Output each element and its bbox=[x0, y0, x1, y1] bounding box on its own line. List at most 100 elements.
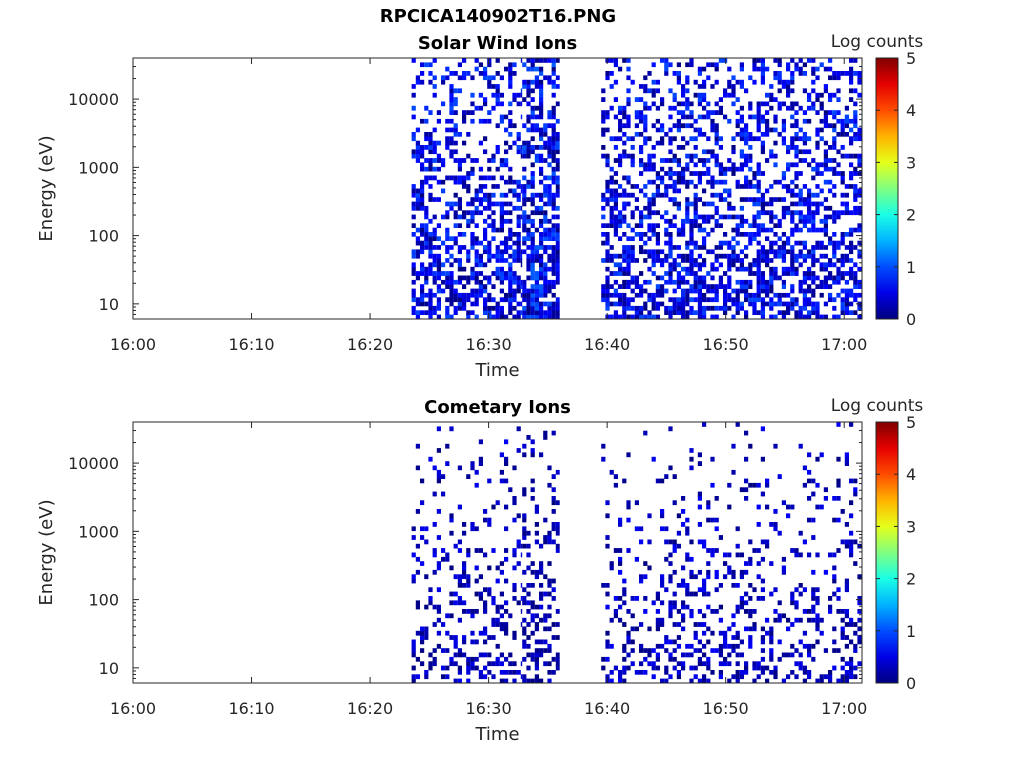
spectrogram-cell bbox=[420, 310, 425, 315]
spectrogram-cell bbox=[681, 626, 686, 632]
spectrogram-cell bbox=[516, 132, 521, 137]
spectrogram-cell bbox=[668, 552, 673, 558]
spectrogram-cell bbox=[702, 114, 707, 120]
spectrogram-cell bbox=[530, 262, 535, 268]
spectrogram-cell bbox=[718, 245, 723, 250]
spectrogram-cell bbox=[508, 145, 513, 150]
spectrogram-cell bbox=[718, 110, 723, 115]
spectrogram-cell bbox=[710, 118, 715, 124]
spectrogram-cell bbox=[478, 591, 483, 597]
spectrogram-cell bbox=[697, 262, 702, 268]
spectrogram-cell bbox=[819, 284, 824, 289]
spectrogram-cell bbox=[676, 188, 681, 194]
spectrogram-cell bbox=[547, 643, 552, 649]
spectrogram-cell bbox=[547, 284, 552, 289]
spectrogram-cell bbox=[504, 127, 509, 133]
spectrogram-cell bbox=[491, 661, 496, 667]
spectrogram-cell bbox=[689, 240, 694, 246]
spectrogram-cell bbox=[415, 275, 420, 281]
spectrogram-cell bbox=[798, 530, 803, 536]
spectrogram-cell bbox=[530, 66, 535, 72]
spectrogram-cell bbox=[441, 665, 446, 671]
spectrogram-cell bbox=[432, 292, 437, 298]
spectrogram-cell bbox=[601, 656, 606, 662]
spectrogram-cell bbox=[530, 171, 535, 176]
spectrogram-cell bbox=[823, 227, 828, 233]
spectrogram-cell bbox=[639, 648, 644, 653]
spectrogram-cell bbox=[441, 75, 446, 81]
spectrogram-cell bbox=[630, 145, 635, 150]
spectrogram-cell bbox=[622, 591, 627, 597]
spectrogram-cell bbox=[512, 192, 517, 198]
spectrogram-cell bbox=[483, 674, 488, 680]
spectrogram-cell bbox=[739, 218, 744, 224]
spectrogram-cell bbox=[706, 561, 711, 566]
spectrogram-cell bbox=[836, 456, 841, 462]
spectrogram-cell bbox=[647, 197, 652, 202]
spectrogram-cell bbox=[512, 249, 517, 255]
spectrogram-cell bbox=[685, 218, 690, 224]
spectrogram-cell bbox=[643, 314, 648, 319]
spectrogram-cell bbox=[748, 284, 753, 289]
spectrogram-cell bbox=[551, 635, 556, 640]
spectrogram-cell bbox=[819, 678, 824, 683]
spectrogram-cell bbox=[504, 622, 509, 627]
spectrogram-cell bbox=[478, 262, 483, 268]
spectrogram-cell bbox=[462, 284, 467, 289]
spectrogram-cell bbox=[543, 214, 548, 220]
spectrogram-cell bbox=[508, 71, 513, 76]
spectrogram-cell bbox=[710, 630, 715, 636]
spectrogram-cell bbox=[530, 223, 535, 228]
spectrogram-cell bbox=[836, 275, 841, 281]
spectrogram-cell bbox=[819, 279, 824, 285]
spectrogram-cell bbox=[832, 110, 837, 115]
spectrogram-cell bbox=[428, 192, 433, 198]
spectrogram-cell bbox=[676, 543, 681, 549]
spectrogram-cell bbox=[462, 58, 467, 63]
spectrogram-cell bbox=[815, 456, 820, 462]
spectrogram-cell bbox=[689, 539, 694, 545]
spectrogram-cell bbox=[495, 92, 500, 98]
spectrogram-cell bbox=[714, 517, 719, 523]
spectrogram-cell bbox=[748, 166, 753, 172]
spectrogram-cell bbox=[849, 543, 854, 549]
spectrogram-cell bbox=[470, 522, 475, 527]
spectrogram-cell bbox=[449, 600, 454, 606]
spectrogram-cell bbox=[522, 227, 527, 233]
spectrogram-cell bbox=[601, 443, 606, 449]
spectrogram-cell bbox=[651, 79, 656, 85]
spectrogram-cell bbox=[689, 171, 694, 176]
spectrogram-cell bbox=[512, 596, 517, 601]
spectrogram-cell bbox=[811, 656, 816, 662]
spectrogram-cell bbox=[672, 548, 677, 553]
spectrogram-cell bbox=[760, 79, 765, 85]
spectrogram-cell bbox=[660, 301, 665, 307]
spectrogram-cell bbox=[445, 145, 450, 150]
spectrogram-cell bbox=[693, 92, 698, 98]
spectrogram-cell bbox=[555, 314, 560, 319]
spectrogram-cell bbox=[651, 314, 656, 319]
spectrogram-cell bbox=[760, 456, 765, 462]
spectrogram-cell bbox=[530, 145, 535, 150]
spectrogram-cell bbox=[516, 258, 521, 263]
spectrogram-cell bbox=[840, 271, 845, 276]
spectrogram-cell bbox=[530, 97, 535, 102]
panel-title: Cometary Ions bbox=[424, 397, 571, 418]
spectrogram-cell bbox=[685, 271, 690, 276]
spectrogram-cell bbox=[660, 622, 665, 627]
spectrogram-cell bbox=[522, 153, 527, 159]
spectrogram-cell bbox=[605, 639, 610, 645]
spectrogram-cell bbox=[504, 201, 509, 207]
spectrogram-cell bbox=[420, 648, 425, 653]
spectrogram-cell bbox=[555, 310, 560, 315]
spectrogram-cell bbox=[647, 210, 652, 216]
spectrogram-cell bbox=[756, 596, 761, 601]
spectrogram-cell bbox=[432, 127, 437, 133]
spectrogram-cell bbox=[520, 609, 523, 614]
spectrogram-cell bbox=[786, 652, 791, 658]
spectrogram-cell bbox=[685, 123, 690, 129]
spectrogram-cell bbox=[706, 678, 711, 683]
spectrogram-cell bbox=[857, 79, 862, 85]
spectrogram-cell bbox=[449, 635, 454, 640]
spectrogram-cell bbox=[706, 232, 711, 237]
